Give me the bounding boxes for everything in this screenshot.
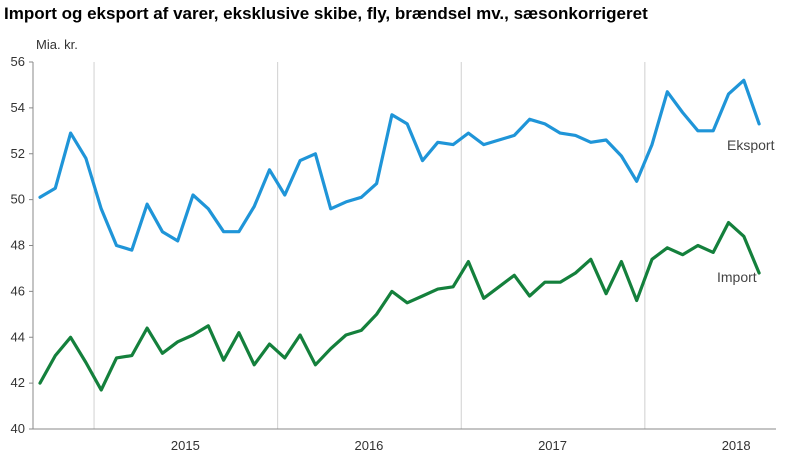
series-lines [38, 78, 761, 392]
y-tick-label: 46 [11, 283, 25, 298]
series-line-eksport [38, 78, 761, 252]
chart-axes [29, 61, 776, 430]
y-tick-label: 48 [11, 238, 25, 253]
year-gridlines [93, 62, 646, 429]
series-label-eksport: Eksport [727, 137, 775, 153]
y-tick-label: 50 [11, 192, 25, 207]
y-tick-label: 44 [11, 329, 25, 344]
y-tick-labels: 40 42 44 46 48 50 52 54 56 [11, 54, 25, 436]
chart-title: Import og eksport af varer, eksklusive s… [4, 4, 648, 23]
y-tick-label: 42 [11, 375, 25, 390]
y-tick-label: 56 [11, 54, 25, 69]
x-year-label: 2018 [722, 438, 751, 453]
y-tick-label: 54 [11, 100, 25, 115]
x-year-label: 2015 [171, 438, 200, 453]
y-axis-unit-label: Mia. kr. [36, 37, 78, 52]
y-tick-label: 40 [11, 421, 25, 436]
series-line-import [38, 221, 761, 392]
x-year-label: 2016 [354, 438, 383, 453]
y-tick-label: 52 [11, 146, 25, 161]
series-label-import: Import [717, 269, 757, 285]
series-labels: Eksport Import [717, 137, 775, 285]
x-year-label: 2017 [538, 438, 567, 453]
x-year-labels: 2015 2016 2017 2018 [171, 438, 751, 453]
